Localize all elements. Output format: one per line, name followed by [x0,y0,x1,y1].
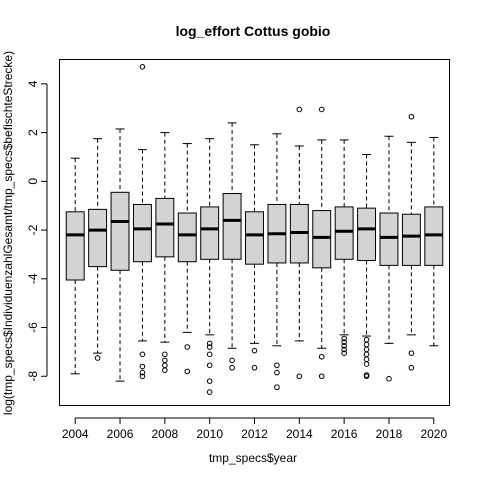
outlier-point [162,367,168,373]
box-body [177,212,197,263]
outlier-point [274,369,280,376]
outlier-point [206,378,213,384]
x-tick-label: 2008 [152,427,179,441]
outlier-point [363,361,370,367]
box-2010 [200,138,220,395]
x-tick-label: 2006 [107,427,134,441]
outlier-point [184,344,191,350]
outlier-point [206,344,213,350]
outlier-point [229,364,235,371]
outlier-point [139,351,146,358]
box-body [65,211,85,281]
box-2016 [334,139,354,356]
y-tick-label: -4 [26,273,40,284]
y-axis-label: log(tmp_specs$IndividuenzahlGesamt/tmp_s… [1,51,15,415]
box-body [88,208,108,268]
outlier-point [206,340,213,347]
box-2007 [132,64,152,380]
x-tick-label: 2004 [62,427,89,441]
outlier-point [408,113,415,120]
outlier-point [363,341,370,348]
box-2019 [401,113,421,371]
outlier-point [139,363,146,370]
y-tick-label: 2 [26,129,40,136]
box-body [155,197,175,258]
box-2013 [267,133,287,391]
box-body [379,212,399,266]
plot-area: -8 -6 -4 -2 0 2 4 2004 2006 2008 2010 2012 2014 2016 2… [26,64,447,441]
y-tick-label: -6 [26,322,40,333]
outlier-point [206,389,213,395]
outlier-point [296,106,303,113]
box-body [200,206,220,260]
outlier-point [408,364,415,371]
outlier-point [363,346,370,353]
outlier-point [318,106,325,113]
box-2004 [65,157,85,375]
x-tick-label: 2010 [196,427,223,441]
box-2009 [177,143,197,375]
x-axis-label: tmp_specs$year [209,451,297,465]
outlier-point [341,343,347,349]
y-tick-label: 4 [26,80,40,87]
outlier-point [274,384,280,391]
outlier-point [363,356,370,363]
outlier-point [408,350,415,356]
box-2014 [289,106,309,380]
outlier-point [341,335,347,342]
outlier-point [386,375,392,382]
box-2018 [379,135,399,382]
outlier-point [363,373,370,380]
box-body [222,193,242,260]
box-body [312,210,332,269]
chart-title: log_effort Cottus gobio [176,23,331,39]
box-2015 [312,106,332,380]
outlier-point [318,353,325,360]
box-body [132,203,152,263]
box-2020 [424,136,444,347]
box-2017 [357,154,377,380]
box-body [110,191,130,271]
outlier-point [162,357,168,364]
outlier-point [363,351,370,358]
outlier-point [162,362,168,369]
y-tick-label: -8 [26,371,40,382]
outlier-point [206,362,213,369]
x-tick-label: 2020 [420,427,447,441]
box-body [401,213,421,266]
box-body [357,207,377,262]
box-2006 [110,128,130,382]
outlier-point [94,355,101,361]
x-tick-label: 2014 [286,427,313,441]
outlier-point [162,351,168,358]
box-2008 [155,132,175,373]
box-2005 [88,138,108,361]
x-tick-label: 2018 [376,427,403,441]
outlier-point [206,351,213,358]
outlier-point [318,373,325,380]
outlier-point [341,339,347,345]
outlier-point [363,336,370,343]
y-tick-label: 0 [26,178,40,185]
box-2012 [245,144,264,371]
outlier-point [229,357,235,364]
box-body [245,211,264,265]
outlier-point [251,347,258,354]
outlier-point [274,362,280,369]
outlier-point [296,373,303,380]
outlier-point [341,350,347,356]
outlier-point [341,346,347,353]
plot-frame [59,59,450,406]
x-tick-label: 2016 [331,427,358,441]
box-body [334,206,354,260]
y-tick-label: -2 [26,224,40,235]
outlier-point [139,373,146,380]
x-tick-label: 2012 [241,427,268,441]
outlier-point [139,369,146,376]
outlier-point [139,64,146,70]
box-2011 [222,122,242,371]
outlier-point [251,364,258,371]
outlier-point [184,368,191,375]
